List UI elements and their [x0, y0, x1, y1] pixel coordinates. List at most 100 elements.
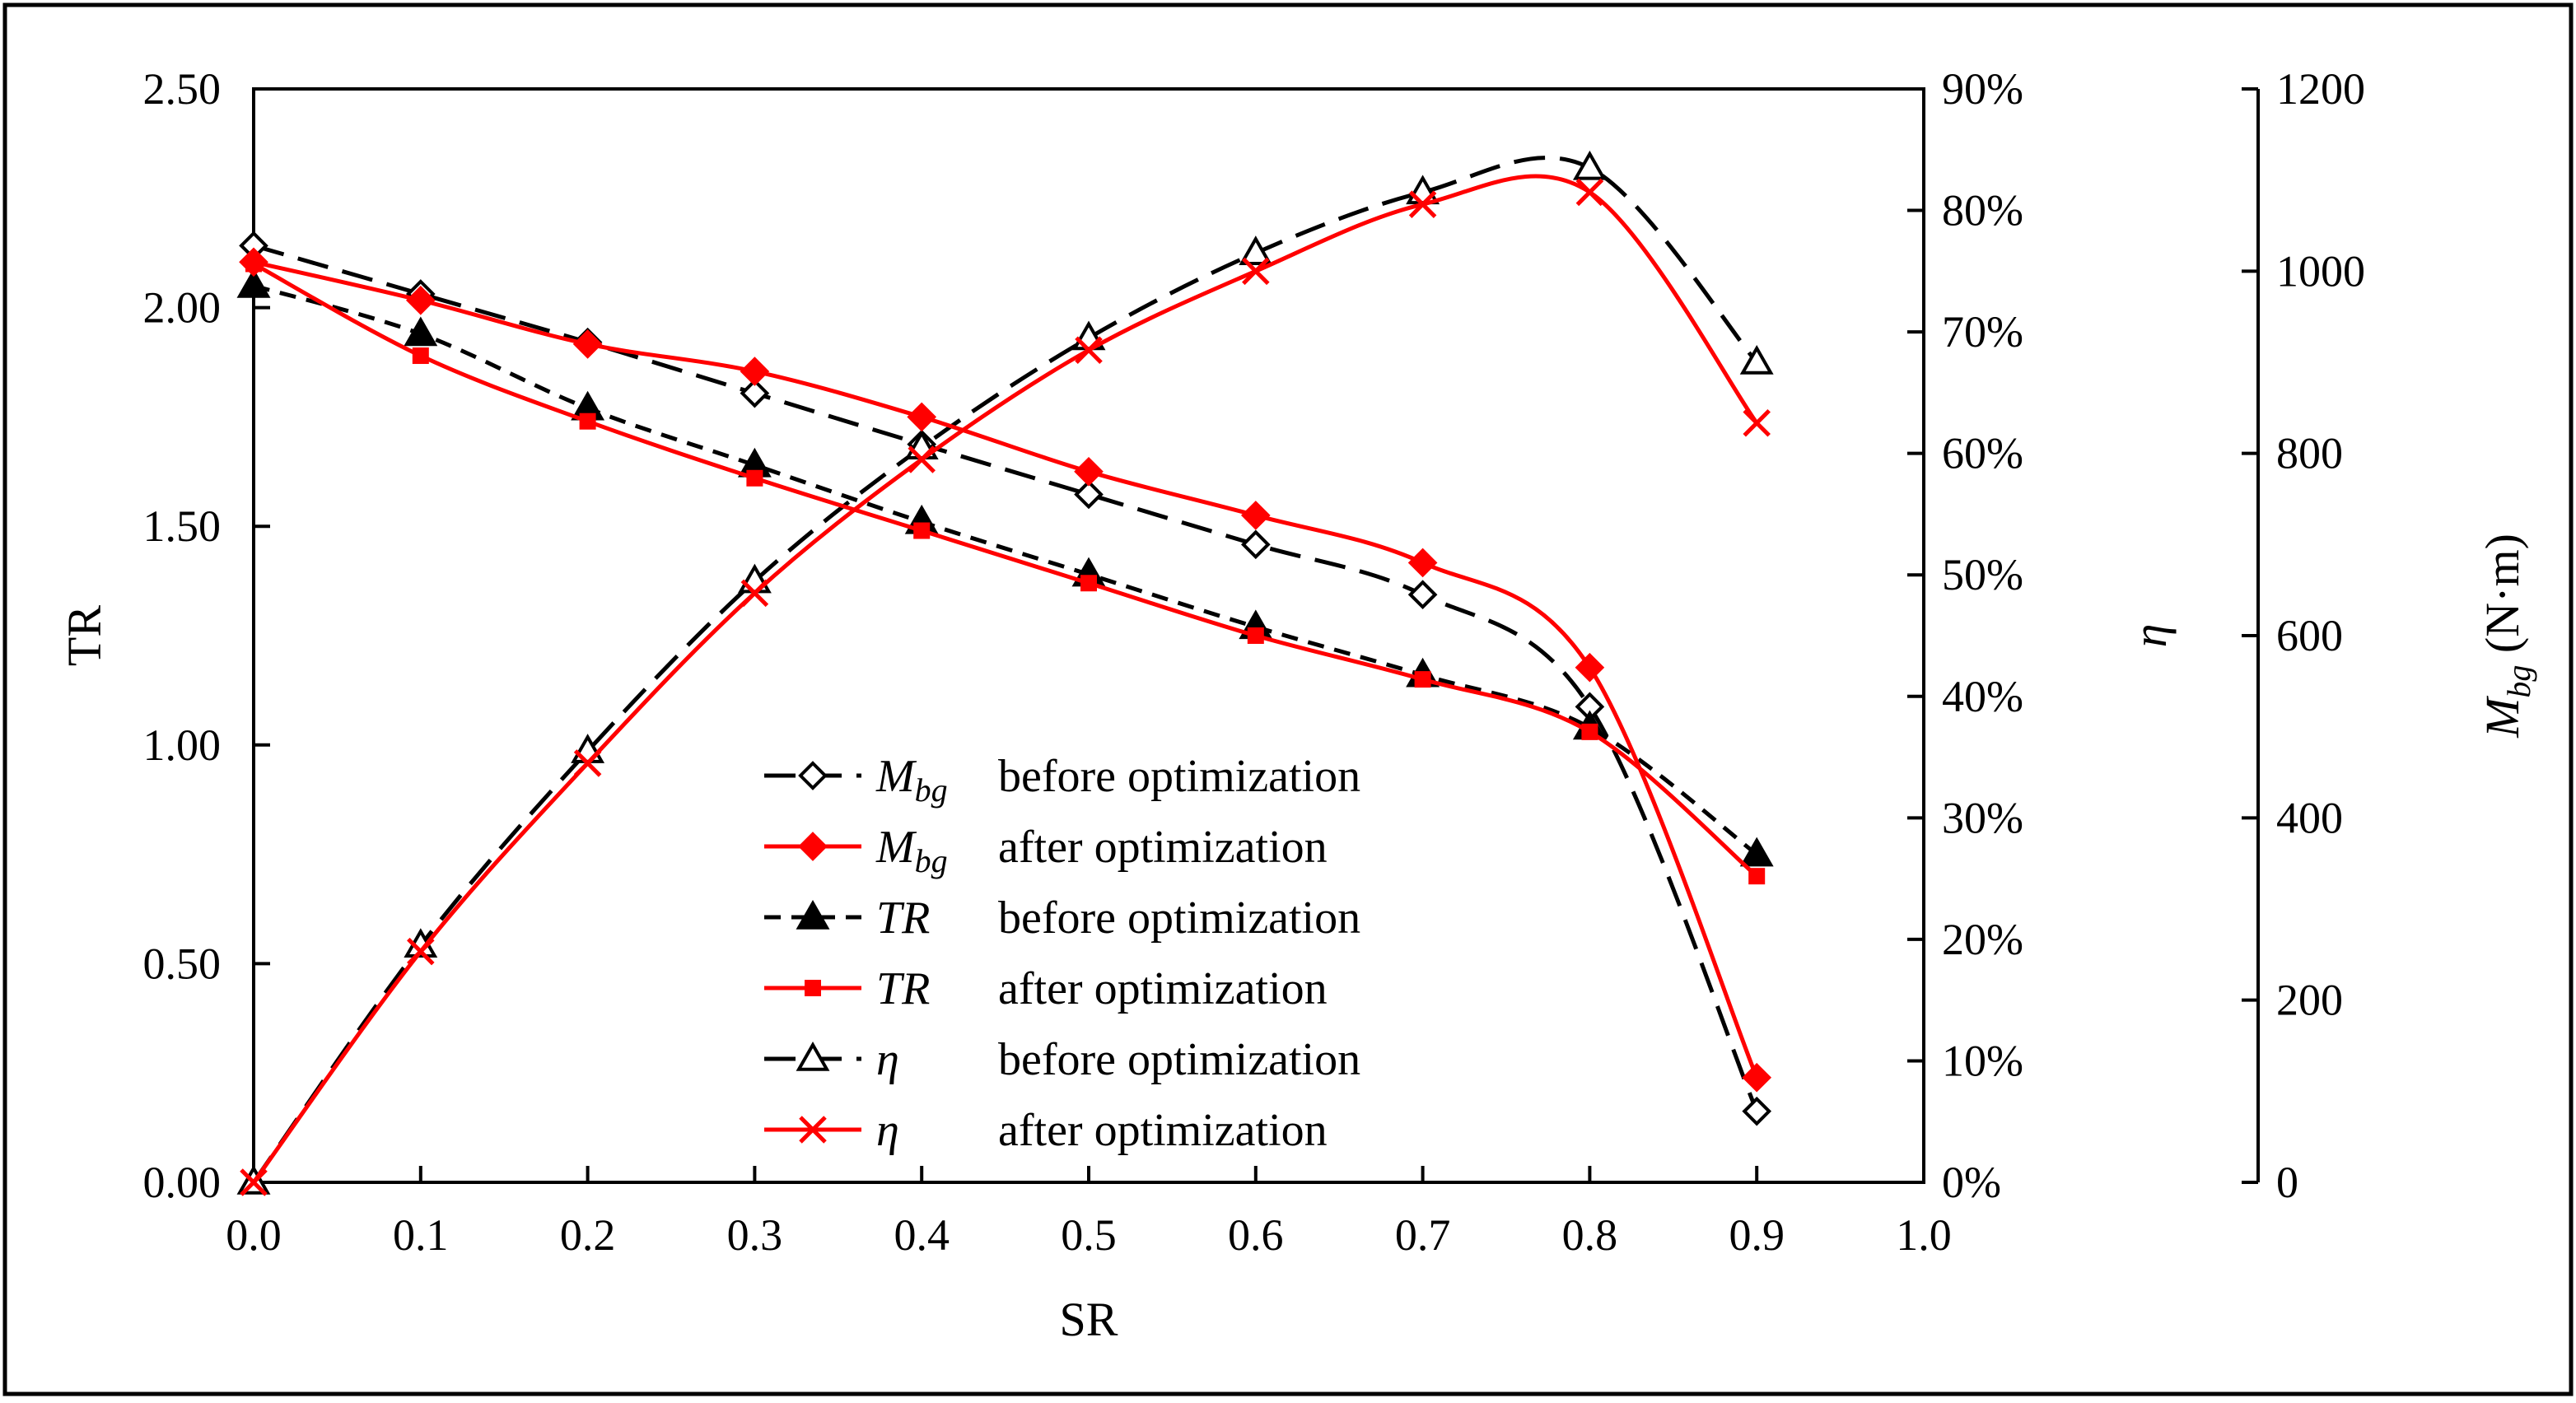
data-point-tr-after	[579, 413, 596, 430]
x-tick-label: 0.2	[560, 1210, 616, 1260]
legend-marker	[798, 761, 828, 790]
data-point-tr-after	[746, 469, 763, 487]
x-tick-label: 0.3	[727, 1210, 783, 1260]
series-line-tr-after	[252, 262, 1758, 879]
tr-tick-label: 0.50	[143, 939, 222, 988]
legend-entry-eta-after: η after optimization	[764, 1105, 1328, 1156]
mbg-tick-label: 800	[2276, 429, 2343, 478]
legend-entry-tr-after: TR after optimization	[764, 963, 1328, 1014]
data-point-tr-before	[404, 316, 438, 347]
data-point-mbg-after	[1240, 501, 1271, 530]
x-tick-label: 0.0	[226, 1210, 282, 1260]
data-point-mbg-after	[405, 285, 436, 315]
data-point-tr-after	[1414, 671, 1431, 688]
legend-marker	[796, 899, 830, 930]
mbg-tick-label: 1000	[2276, 246, 2365, 296]
series-line-mbg-before	[253, 243, 1759, 1112]
data-point-mbg-after	[740, 357, 770, 386]
data-point-tr-after	[1247, 627, 1264, 644]
mbg-tick-label: 600	[2276, 611, 2343, 660]
data-point-eta-after	[908, 445, 936, 473]
eta-tick-label: 90%	[1942, 64, 2023, 114]
legend-marker	[798, 832, 828, 861]
eta-tick-label: 80%	[1942, 186, 2023, 235]
legend-label: before optimization	[998, 893, 1360, 944]
data-point-eta-before	[1572, 150, 1607, 180]
x-tick-label: 0.4	[894, 1210, 950, 1260]
eta-tick-label: 60%	[1942, 429, 2023, 478]
legend-label: after optimization	[998, 1105, 1328, 1156]
data-point-eta-before	[1739, 344, 1774, 375]
legend-marker	[799, 1116, 827, 1144]
legend-entry-mbg-after: Mbg after optimization	[764, 822, 1328, 879]
legend-symbol: Mbg	[875, 822, 948, 879]
legend-symbol: TR	[876, 893, 930, 944]
data-point-mbg-after	[1407, 548, 1438, 578]
x-tick-label: 0.9	[1729, 1210, 1785, 1260]
x-tick-label: 0.7	[1395, 1210, 1451, 1260]
data-point-eta-after	[1075, 336, 1103, 365]
legend-label: before optimization	[998, 1034, 1360, 1085]
eta-tick-label: 30%	[1942, 793, 2023, 842]
legend-marker	[796, 1041, 830, 1071]
legend-symbol: Mbg	[875, 751, 948, 809]
data-point-tr-before	[236, 268, 271, 298]
data-point-eta-after	[1743, 409, 1771, 437]
legend-symbol: η	[876, 1034, 899, 1085]
data-point-mbg-after	[907, 402, 937, 432]
tr-tick-label: 0.00	[143, 1158, 222, 1207]
mbg-tick-label: 400	[2276, 793, 2343, 842]
tr-axis-title: TR	[58, 605, 111, 666]
series-line-tr-before	[253, 283, 1758, 856]
tr-tick-label: 2.50	[143, 64, 222, 114]
eta-tick-label: 40%	[1942, 672, 2023, 721]
data-point-tr-before	[1739, 837, 1774, 867]
data-point-eta-after	[1242, 257, 1270, 286]
x-tick-label: 0.8	[1562, 1210, 1618, 1260]
data-point-eta-after	[1575, 178, 1604, 207]
mbg-tick-label: 0	[2276, 1158, 2298, 1207]
data-point-eta-after	[407, 937, 435, 966]
mbg-tick-label: 200	[2276, 976, 2343, 1025]
data-point-eta-after	[240, 1168, 268, 1196]
data-point-mbg-after	[1575, 652, 1605, 683]
data-point-mbg-after	[1742, 1062, 1772, 1093]
mbg-axis-title: Mbg (N·m)	[2476, 534, 2537, 739]
legend-label: before optimization	[998, 751, 1360, 802]
x-tick-label: 0.5	[1061, 1210, 1117, 1260]
x-tick-label: 0.6	[1228, 1210, 1284, 1260]
tr-tick-label: 2.00	[143, 283, 222, 333]
data-point-mbg-before	[1407, 580, 1438, 610]
data-point-tr-after	[412, 347, 429, 365]
data-point-mbg-before	[1074, 479, 1104, 510]
tr-tick-label: 1.00	[143, 720, 222, 770]
x-tick-label: 0.1	[393, 1210, 449, 1260]
legend-entry-eta-before: η before optimization	[764, 1034, 1360, 1085]
x-axis-title: SR	[1060, 1293, 1118, 1346]
data-point-mbg-before	[740, 378, 770, 408]
data-point-eta-after	[1408, 190, 1437, 218]
eta-tick-label: 0%	[1942, 1158, 2001, 1207]
data-point-tr-after	[1080, 575, 1097, 592]
tr-tick-label: 1.50	[143, 501, 222, 551]
mbg-tick-label: 1200	[2276, 64, 2365, 114]
legend-symbol: TR	[876, 963, 930, 1014]
eta-tick-label: 50%	[1942, 550, 2023, 599]
data-point-eta-before	[1239, 235, 1273, 265]
data-point-tr-after	[1581, 723, 1598, 740]
legend-entry-mbg-before: Mbg before optimization	[764, 751, 1360, 809]
data-point-mbg-before	[1240, 529, 1271, 560]
series-line-eta-after	[251, 174, 1759, 1184]
data-point-eta-after	[573, 749, 602, 777]
data-point-mbg-after	[1074, 456, 1104, 487]
legend-label: after optimization	[998, 963, 1328, 1014]
eta-axis-title: η	[2123, 624, 2177, 648]
data-point-mbg-after	[572, 329, 603, 359]
legend-symbol: η	[876, 1105, 899, 1156]
eta-tick-label: 10%	[1942, 1036, 2023, 1085]
legend-entry-tr-before: TR before optimization	[764, 893, 1360, 944]
eta-tick-label: 20%	[1942, 915, 2023, 964]
